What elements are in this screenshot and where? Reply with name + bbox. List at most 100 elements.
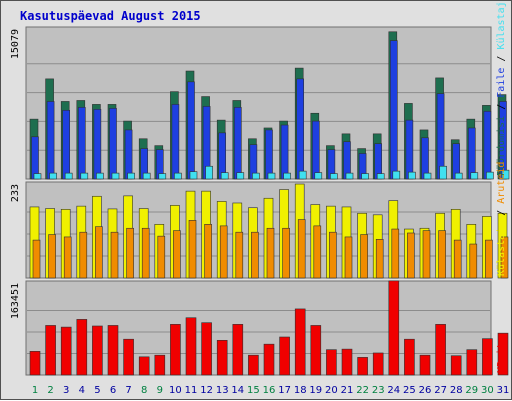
bar-sites-day-29 — [469, 243, 478, 279]
bar-files-day-19 — [311, 120, 320, 180]
x-tick-label-day-8: 8 — [141, 385, 147, 396]
plot-panel-1 — [25, 26, 492, 180]
bar-kbytes-day-30 — [482, 338, 493, 376]
legend-legend-middle-item: Külastaja — [496, 222, 507, 276]
bar-sites-day-21 — [344, 236, 353, 279]
bar-visitors-day-30 — [486, 171, 494, 180]
bar-sites-day-28 — [453, 239, 462, 279]
bar-sites-day-23 — [375, 239, 384, 279]
bar-files-day-10 — [171, 104, 180, 180]
legend-top: Pöördumisi / Faile / Külastaja — [496, 1, 507, 176]
y-tick-label-middle: 233 — [10, 184, 21, 202]
bar-sites-day-25 — [407, 232, 415, 279]
bar-visitors-day-18 — [298, 170, 307, 180]
bar-files-day-17 — [280, 124, 289, 180]
bar-visitors-day-13 — [220, 172, 229, 180]
x-tick-label-day-16: 16 — [263, 385, 276, 396]
bar-kbytes-day-23 — [372, 352, 384, 376]
bar-sites-day-8 — [141, 227, 150, 279]
bar-visitors-day-16 — [267, 172, 276, 180]
bar-kbytes-day-8 — [138, 356, 150, 376]
bar-visitors-day-26 — [423, 172, 432, 180]
legend-legend-bottom-item: KBaite — [496, 337, 507, 373]
x-tick-label-day-22: 22 — [356, 385, 369, 396]
bar-visitors-day-4 — [80, 172, 89, 180]
legend-separator: / — [496, 204, 507, 222]
bar-sites-day-6 — [110, 231, 119, 279]
bar-kbytes-day-7 — [123, 338, 134, 376]
bar-files-day-13 — [218, 132, 226, 180]
bar-sites-day-16 — [266, 227, 275, 279]
legend-legend-middle-item: Aruteid — [496, 162, 507, 204]
bar-kbytes-day-6 — [107, 325, 119, 376]
bar-files-day-11 — [187, 81, 195, 180]
bar-kbytes-day-27 — [435, 324, 446, 376]
x-tick-label-day-3: 3 — [63, 385, 69, 396]
x-tick-label-day-31: 31 — [497, 385, 510, 396]
bar-kbytes-day-31 — [497, 332, 509, 376]
bar-visitors-day-8 — [142, 172, 151, 180]
bar-visitors-day-24 — [392, 170, 401, 180]
x-tick-label-day-7: 7 — [125, 385, 131, 396]
bar-sites-day-3 — [63, 236, 72, 279]
bar-files-day-29 — [467, 127, 476, 180]
bar-visitors-day-25 — [408, 171, 416, 180]
bar-files-day-3 — [62, 109, 71, 180]
bar-visitors-day-9 — [158, 173, 167, 180]
bar-sites-day-7 — [126, 227, 134, 279]
bar-visitors-day-28 — [454, 172, 463, 180]
bar-visitors-day-6 — [111, 172, 120, 180]
legend-separator: / — [496, 50, 507, 68]
bar-kbytes-day-12 — [201, 322, 212, 376]
bar-kbytes-day-25 — [404, 338, 415, 376]
bar-sites-day-17 — [282, 227, 290, 279]
bar-visitors-day-5 — [96, 172, 104, 180]
bar-visitors-day-11 — [189, 171, 198, 180]
bar-visitors-day-7 — [127, 172, 135, 180]
bar-sites-day-18 — [297, 219, 306, 279]
bar-kbytes-day-17 — [279, 336, 290, 376]
chart-title: Kasutuspäevad August 2015 — [20, 9, 201, 23]
bar-files-day-2 — [46, 101, 55, 180]
bar-kbytes-day-18 — [294, 308, 306, 376]
bar-kbytes-day-20 — [326, 349, 337, 376]
x-tick-label-day-14: 14 — [231, 385, 244, 396]
legend-legend-top-item: Faile — [496, 68, 507, 98]
bar-files-day-5 — [93, 109, 102, 180]
bar-files-day-16 — [265, 129, 273, 180]
x-tick-label-day-25: 25 — [403, 385, 416, 396]
bar-kbytes-day-24 — [388, 280, 400, 376]
x-tick-label-day-11: 11 — [185, 385, 198, 396]
x-tick-label-day-20: 20 — [325, 385, 338, 396]
bar-files-day-18 — [296, 78, 305, 180]
x-tick-label-day-10: 10 — [169, 385, 182, 396]
bar-sites-day-19 — [313, 225, 322, 279]
x-tick-label-day-18: 18 — [294, 385, 307, 396]
legend-bottom: KBaite — [496, 337, 507, 373]
y-tick-label-top: 15079 — [10, 29, 21, 59]
x-tick-label-day-27: 27 — [434, 385, 447, 396]
bar-kbytes-day-19 — [310, 325, 322, 376]
x-tick-label-day-17: 17 — [278, 385, 291, 396]
bar-sites-day-31 — [500, 236, 509, 279]
bar-files-day-30 — [483, 110, 492, 180]
legend-middle: Külastaja / Aruteid — [496, 162, 507, 276]
bar-visitors-day-14 — [236, 172, 245, 180]
bar-visitors-day-22 — [361, 173, 369, 180]
bar-sites-day-4 — [79, 231, 88, 279]
x-tick-label-day-12: 12 — [200, 385, 213, 396]
bar-sites-day-11 — [188, 220, 197, 279]
bar-visitors-day-31 — [501, 169, 510, 180]
bar-sites-day-15 — [251, 231, 259, 279]
bar-sites-day-13 — [219, 225, 228, 279]
bar-kbytes-day-11 — [185, 317, 197, 376]
bar-kbytes-day-3 — [60, 326, 72, 376]
bar-files-day-6 — [109, 108, 117, 180]
legend-legend-top-item: Pöördumisi — [496, 116, 507, 176]
bar-visitors-day-21 — [345, 172, 354, 180]
bar-kbytes-day-10 — [170, 324, 181, 376]
x-tick-label-day-28: 28 — [450, 385, 463, 396]
x-tick-label-day-19: 19 — [309, 385, 322, 396]
